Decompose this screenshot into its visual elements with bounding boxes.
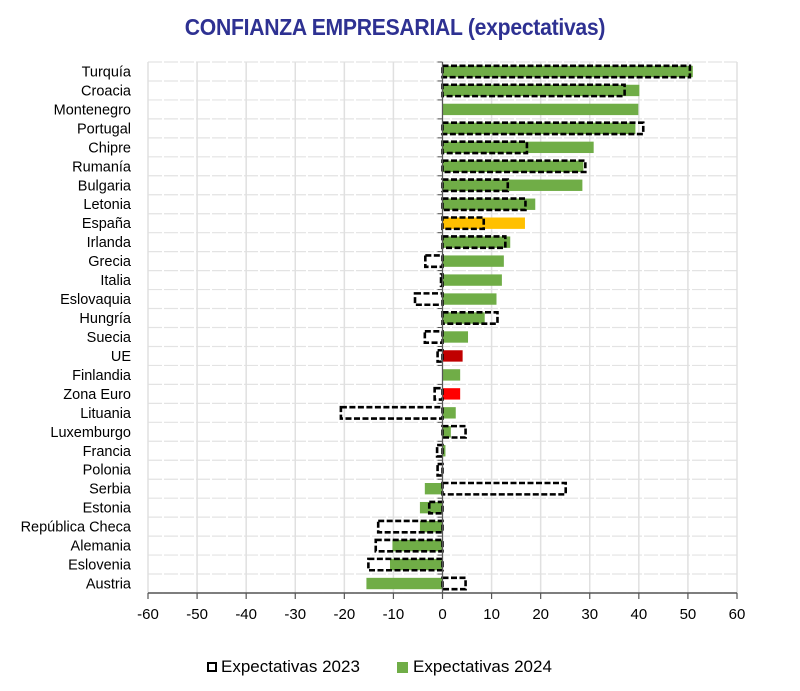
category-label: Lituania [80, 406, 132, 422]
series-2024 [366, 65, 693, 590]
bar-2023-outline [435, 443, 444, 458]
category-label: UE [111, 349, 131, 365]
axes [147, 61, 738, 599]
category-label: Francia [83, 444, 132, 460]
x-tick-label: 0 [438, 606, 446, 623]
category-label: Montenegro [54, 102, 131, 118]
category-label: Luxemburgo [50, 425, 131, 441]
category-label: Suecia [87, 330, 132, 346]
bar-2024 [419, 501, 443, 514]
category-label: Zona Euro [63, 387, 131, 403]
bar-2024 [442, 293, 497, 305]
bar-2023-outline [339, 405, 444, 420]
bar-2023-outline [441, 83, 626, 98]
bar-2023-outline [439, 273, 444, 288]
legend-swatch-filled-icon [397, 661, 408, 673]
category-label: Irlanda [87, 235, 132, 251]
tick-labels: -60 -50 -40 -30 -20 -10 0 10 20 30 40 50 60 [137, 606, 745, 623]
legend-item-2023[interactable]: Expectativas 2023 [207, 657, 360, 677]
x-tick-label: 30 [581, 606, 598, 623]
x-tick-label: -10 [383, 606, 405, 623]
category-label: Turquía [82, 64, 132, 80]
bar-2024 [442, 255, 504, 267]
bar-2023-outline [441, 216, 486, 231]
bar-2024 [366, 577, 443, 590]
category-label: Bulgaria [78, 178, 132, 194]
category-label: Finlandia [72, 368, 132, 384]
category-label: República Checa [21, 520, 132, 536]
bar-2023-outline [441, 481, 567, 496]
bar-2024 [442, 407, 456, 419]
category-label: Polonia [83, 463, 132, 479]
x-tick-label: 40 [630, 606, 647, 623]
bar-2023-outline [424, 254, 444, 269]
category-label: Eslovaquia [60, 292, 132, 308]
bar-2024 [442, 65, 693, 78]
x-tick-label: 60 [729, 606, 746, 623]
bar-2024 [442, 103, 639, 116]
bar-2023-outline [441, 140, 529, 155]
bar-2024 [442, 388, 461, 400]
bar-2024 [419, 520, 443, 533]
category-label: Alemania [71, 539, 132, 555]
category-label: Letonia [83, 197, 132, 213]
bar-2024 [424, 483, 443, 495]
x-tick-label: 20 [532, 606, 549, 623]
bar-chart: Turquía Croacia Montenegro Portugal Chipre Ru… [21, 61, 745, 623]
bar-2024 [442, 179, 583, 191]
bar-2024 [442, 141, 594, 154]
category-label: España [82, 216, 132, 232]
category-label: Chipre [88, 140, 131, 156]
bar-2023-outline [413, 292, 444, 307]
bar-2024 [442, 198, 536, 210]
bar-2024 [442, 426, 451, 438]
category-label: Italia [100, 273, 132, 289]
bar-2024 [442, 350, 463, 362]
bar-2024 [442, 369, 461, 381]
category-label: Serbia [89, 482, 132, 498]
bar-2023-outline [441, 235, 507, 250]
legend-swatch-dashed-icon [207, 662, 217, 672]
category-label: Portugal [77, 121, 131, 137]
x-tick-label: -30 [284, 606, 306, 623]
bar-2024 [442, 445, 446, 457]
x-tick-label: -50 [186, 606, 208, 623]
category-label: Grecia [88, 254, 132, 270]
legend-item-2024[interactable]: Expectativas 2024 [397, 657, 552, 677]
bar-2024 [442, 160, 584, 172]
bar-2023-outline [441, 576, 467, 591]
x-tick-label: -20 [333, 606, 355, 623]
bar-2024 [442, 312, 485, 324]
bar-2023-outline [423, 329, 444, 344]
bar-2024 [442, 122, 636, 135]
bar-2024 [389, 558, 443, 571]
category-label: Rumanía [72, 159, 132, 175]
bar-2024 [442, 331, 469, 343]
bar-2024 [392, 539, 443, 552]
bar-2024 [442, 84, 640, 97]
x-tick-label: 10 [483, 606, 500, 623]
category-label: Austria [86, 577, 132, 593]
chart-title: CONFIANZA EMPRESARIAL (expectativas) [184, 14, 606, 40]
category-labels: Turquía Croacia Montenegro Portugal Chipre Ru… [21, 64, 132, 592]
category-label: Estonia [83, 501, 132, 517]
x-tick-label: -60 [137, 606, 159, 623]
legend: Expectativas 2023 Expectativas 2024 [0, 657, 800, 681]
bar-2023-outline [433, 386, 444, 401]
bar-2024 [442, 274, 502, 286]
x-tick-label: 50 [680, 606, 697, 623]
category-label: Eslovenia [68, 558, 132, 574]
bar-2023-outline [441, 311, 499, 326]
x-tick-label: -40 [235, 606, 257, 623]
bar-2024 [442, 236, 511, 248]
category-label: Hungría [79, 311, 132, 327]
category-label: Croacia [81, 83, 132, 99]
legend-label: Expectativas 2023 [221, 657, 360, 676]
legend-label: Expectativas 2024 [413, 657, 552, 676]
